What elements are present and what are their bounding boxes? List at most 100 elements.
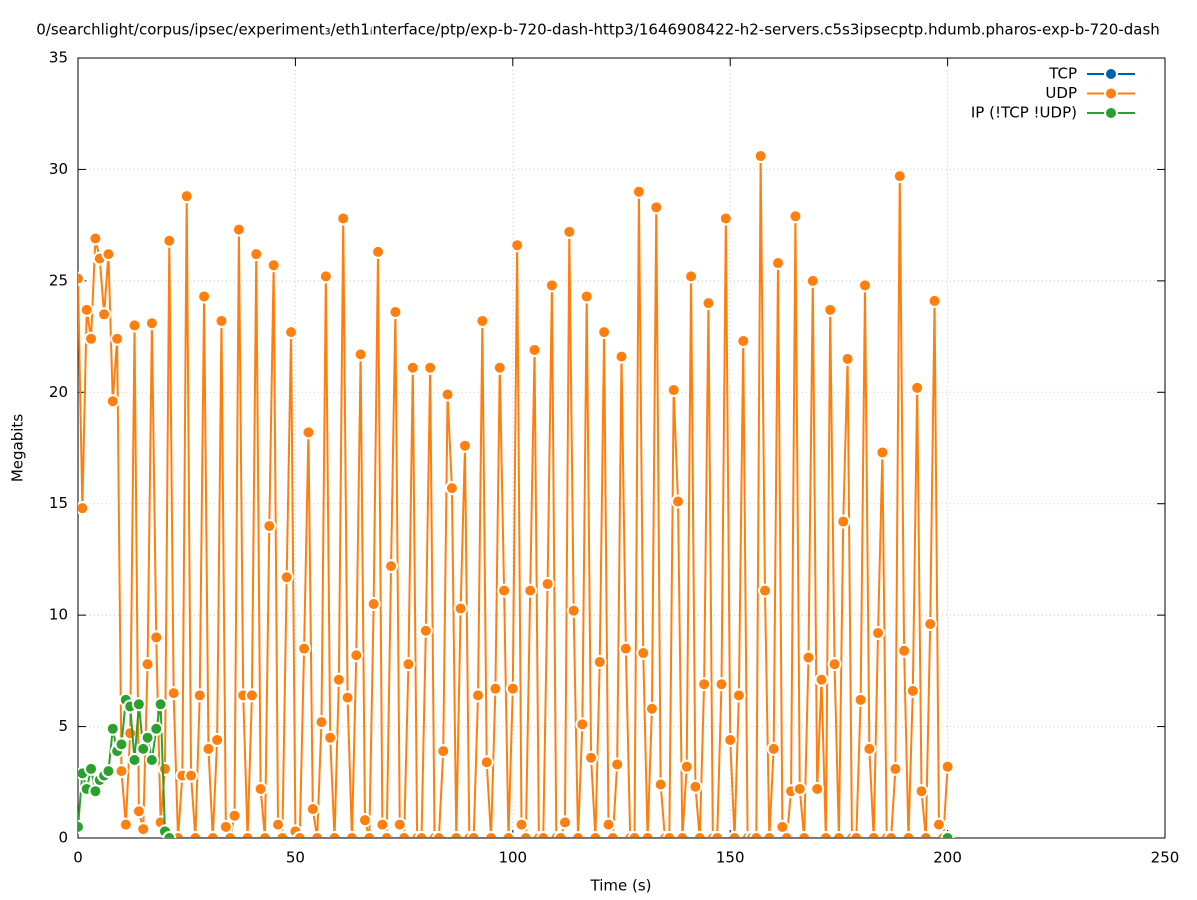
point bbox=[575, 717, 590, 732]
y-tick-label: 20 bbox=[49, 383, 68, 401]
point bbox=[505, 681, 520, 696]
point bbox=[840, 351, 855, 366]
legend-label: IP (!TCP !UDP) bbox=[971, 104, 1077, 122]
point bbox=[423, 360, 438, 375]
point bbox=[414, 831, 429, 838]
x-axis-label: Time (s) bbox=[590, 877, 652, 895]
point bbox=[714, 677, 729, 692]
point bbox=[888, 761, 903, 776]
point bbox=[618, 641, 633, 656]
point bbox=[771, 256, 786, 271]
point bbox=[710, 831, 725, 838]
point bbox=[362, 831, 377, 838]
x-tick-label: 200 bbox=[933, 849, 962, 867]
y-axis-label: Megabits bbox=[9, 414, 27, 482]
point bbox=[592, 654, 607, 669]
point bbox=[101, 247, 116, 262]
x-tick-label: 100 bbox=[498, 849, 527, 867]
point bbox=[149, 721, 164, 736]
point bbox=[731, 688, 746, 703]
point bbox=[292, 831, 307, 838]
point bbox=[144, 316, 159, 331]
point bbox=[79, 302, 94, 317]
point bbox=[649, 200, 664, 215]
point bbox=[601, 817, 616, 832]
point bbox=[149, 630, 164, 645]
point bbox=[192, 688, 207, 703]
point bbox=[223, 831, 238, 838]
point bbox=[357, 813, 372, 828]
point bbox=[105, 721, 120, 736]
point bbox=[614, 349, 629, 364]
point bbox=[866, 831, 881, 838]
point bbox=[597, 325, 612, 340]
point bbox=[684, 269, 699, 284]
point bbox=[279, 570, 294, 585]
point bbox=[675, 831, 690, 838]
point bbox=[662, 831, 677, 838]
point bbox=[384, 559, 399, 574]
point bbox=[805, 273, 820, 288]
point bbox=[397, 831, 412, 838]
point bbox=[823, 302, 838, 317]
point bbox=[136, 822, 151, 837]
point bbox=[727, 831, 742, 838]
point bbox=[336, 211, 351, 226]
point bbox=[892, 169, 907, 184]
point bbox=[605, 831, 620, 838]
point bbox=[836, 514, 851, 529]
point bbox=[914, 784, 929, 799]
point bbox=[562, 224, 577, 239]
point bbox=[431, 831, 446, 838]
point bbox=[471, 688, 486, 703]
point bbox=[231, 222, 246, 237]
point bbox=[688, 779, 703, 794]
point bbox=[318, 269, 333, 284]
point bbox=[579, 289, 594, 304]
y-tick-label: 15 bbox=[49, 494, 68, 512]
point bbox=[749, 831, 764, 838]
point bbox=[566, 603, 581, 618]
point bbox=[918, 831, 933, 838]
point bbox=[244, 688, 259, 703]
point bbox=[310, 831, 325, 838]
point bbox=[644, 701, 659, 716]
point bbox=[78, 501, 90, 516]
point bbox=[405, 360, 420, 375]
legend-label: TCP bbox=[1048, 65, 1077, 83]
point bbox=[923, 617, 938, 632]
point bbox=[371, 244, 386, 259]
point bbox=[284, 325, 299, 340]
point bbox=[271, 817, 286, 832]
point bbox=[627, 831, 642, 838]
point bbox=[479, 755, 494, 770]
point bbox=[453, 601, 468, 616]
x-tick-label: 150 bbox=[716, 849, 745, 867]
point bbox=[123, 726, 138, 741]
point bbox=[753, 149, 768, 164]
point bbox=[179, 189, 194, 204]
point bbox=[910, 380, 925, 395]
point bbox=[897, 643, 912, 658]
point bbox=[779, 831, 794, 838]
point bbox=[392, 817, 407, 832]
point bbox=[88, 231, 103, 246]
point bbox=[379, 831, 394, 838]
point bbox=[927, 293, 942, 308]
point bbox=[671, 494, 686, 509]
point bbox=[857, 278, 872, 293]
point bbox=[797, 831, 812, 838]
y-tick-label: 5 bbox=[58, 717, 68, 735]
x-tick-label: 0 bbox=[73, 849, 83, 867]
point bbox=[488, 681, 503, 696]
point bbox=[388, 305, 403, 320]
point bbox=[114, 737, 129, 752]
point bbox=[214, 313, 229, 328]
point bbox=[884, 831, 899, 838]
point bbox=[257, 831, 272, 838]
point bbox=[253, 781, 268, 796]
point bbox=[297, 641, 312, 656]
point bbox=[344, 831, 359, 838]
point bbox=[901, 831, 916, 838]
